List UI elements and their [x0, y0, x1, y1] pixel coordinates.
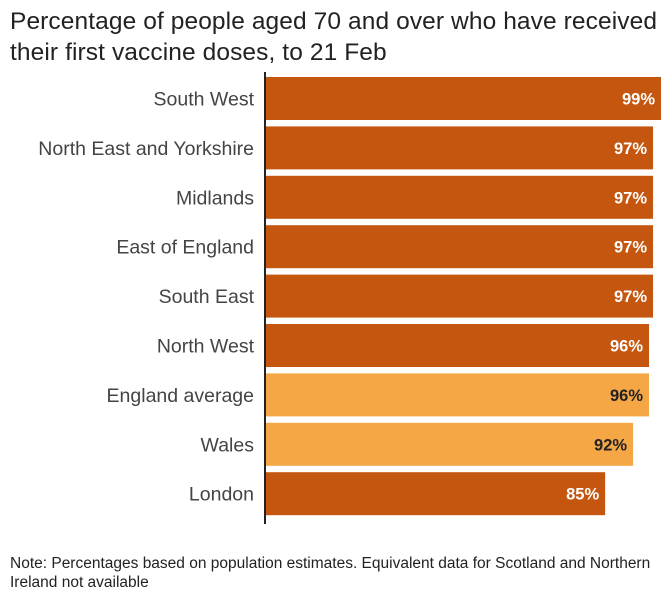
category-label: North West [157, 336, 255, 358]
bar-chart: South West 99% North East and Yorkshire 97%… [38, 72, 661, 524]
category-label: South West [154, 89, 255, 111]
category-label: East of England [116, 237, 254, 259]
bar-midlands [266, 175, 654, 219]
bar-south-east [266, 274, 654, 318]
bar-north-east-and-yorkshire [266, 126, 654, 170]
footnote: Note: Percentages based on population es… [10, 555, 651, 591]
category-label: Midlands [176, 187, 254, 209]
category-label: South East [159, 286, 255, 308]
bar-london [266, 472, 606, 516]
chart-title: Percentage of people aged 70 and over wh… [10, 8, 658, 66]
value-label: 97% [614, 239, 647, 257]
value-label: 99% [622, 91, 655, 109]
bar-england-average [266, 373, 650, 417]
category-label: North East and Yorkshire [38, 138, 254, 160]
category-label: London [189, 484, 254, 506]
value-label: 97% [614, 189, 647, 207]
value-label: 96% [610, 338, 643, 356]
bar-east-of-england [266, 225, 654, 269]
value-label: 85% [566, 486, 599, 504]
bar-north-west [266, 324, 650, 367]
value-label: 97% [614, 288, 647, 306]
value-label: 97% [614, 140, 647, 158]
bars-group: South West 99% North East and Yorkshire 97%… [38, 77, 661, 516]
category-label: England average [107, 385, 254, 407]
category-label: Wales [201, 434, 255, 456]
value-label: 96% [610, 387, 643, 405]
bar-south-west [266, 77, 661, 120]
bar-wales [266, 422, 634, 466]
value-label: 92% [594, 436, 627, 454]
